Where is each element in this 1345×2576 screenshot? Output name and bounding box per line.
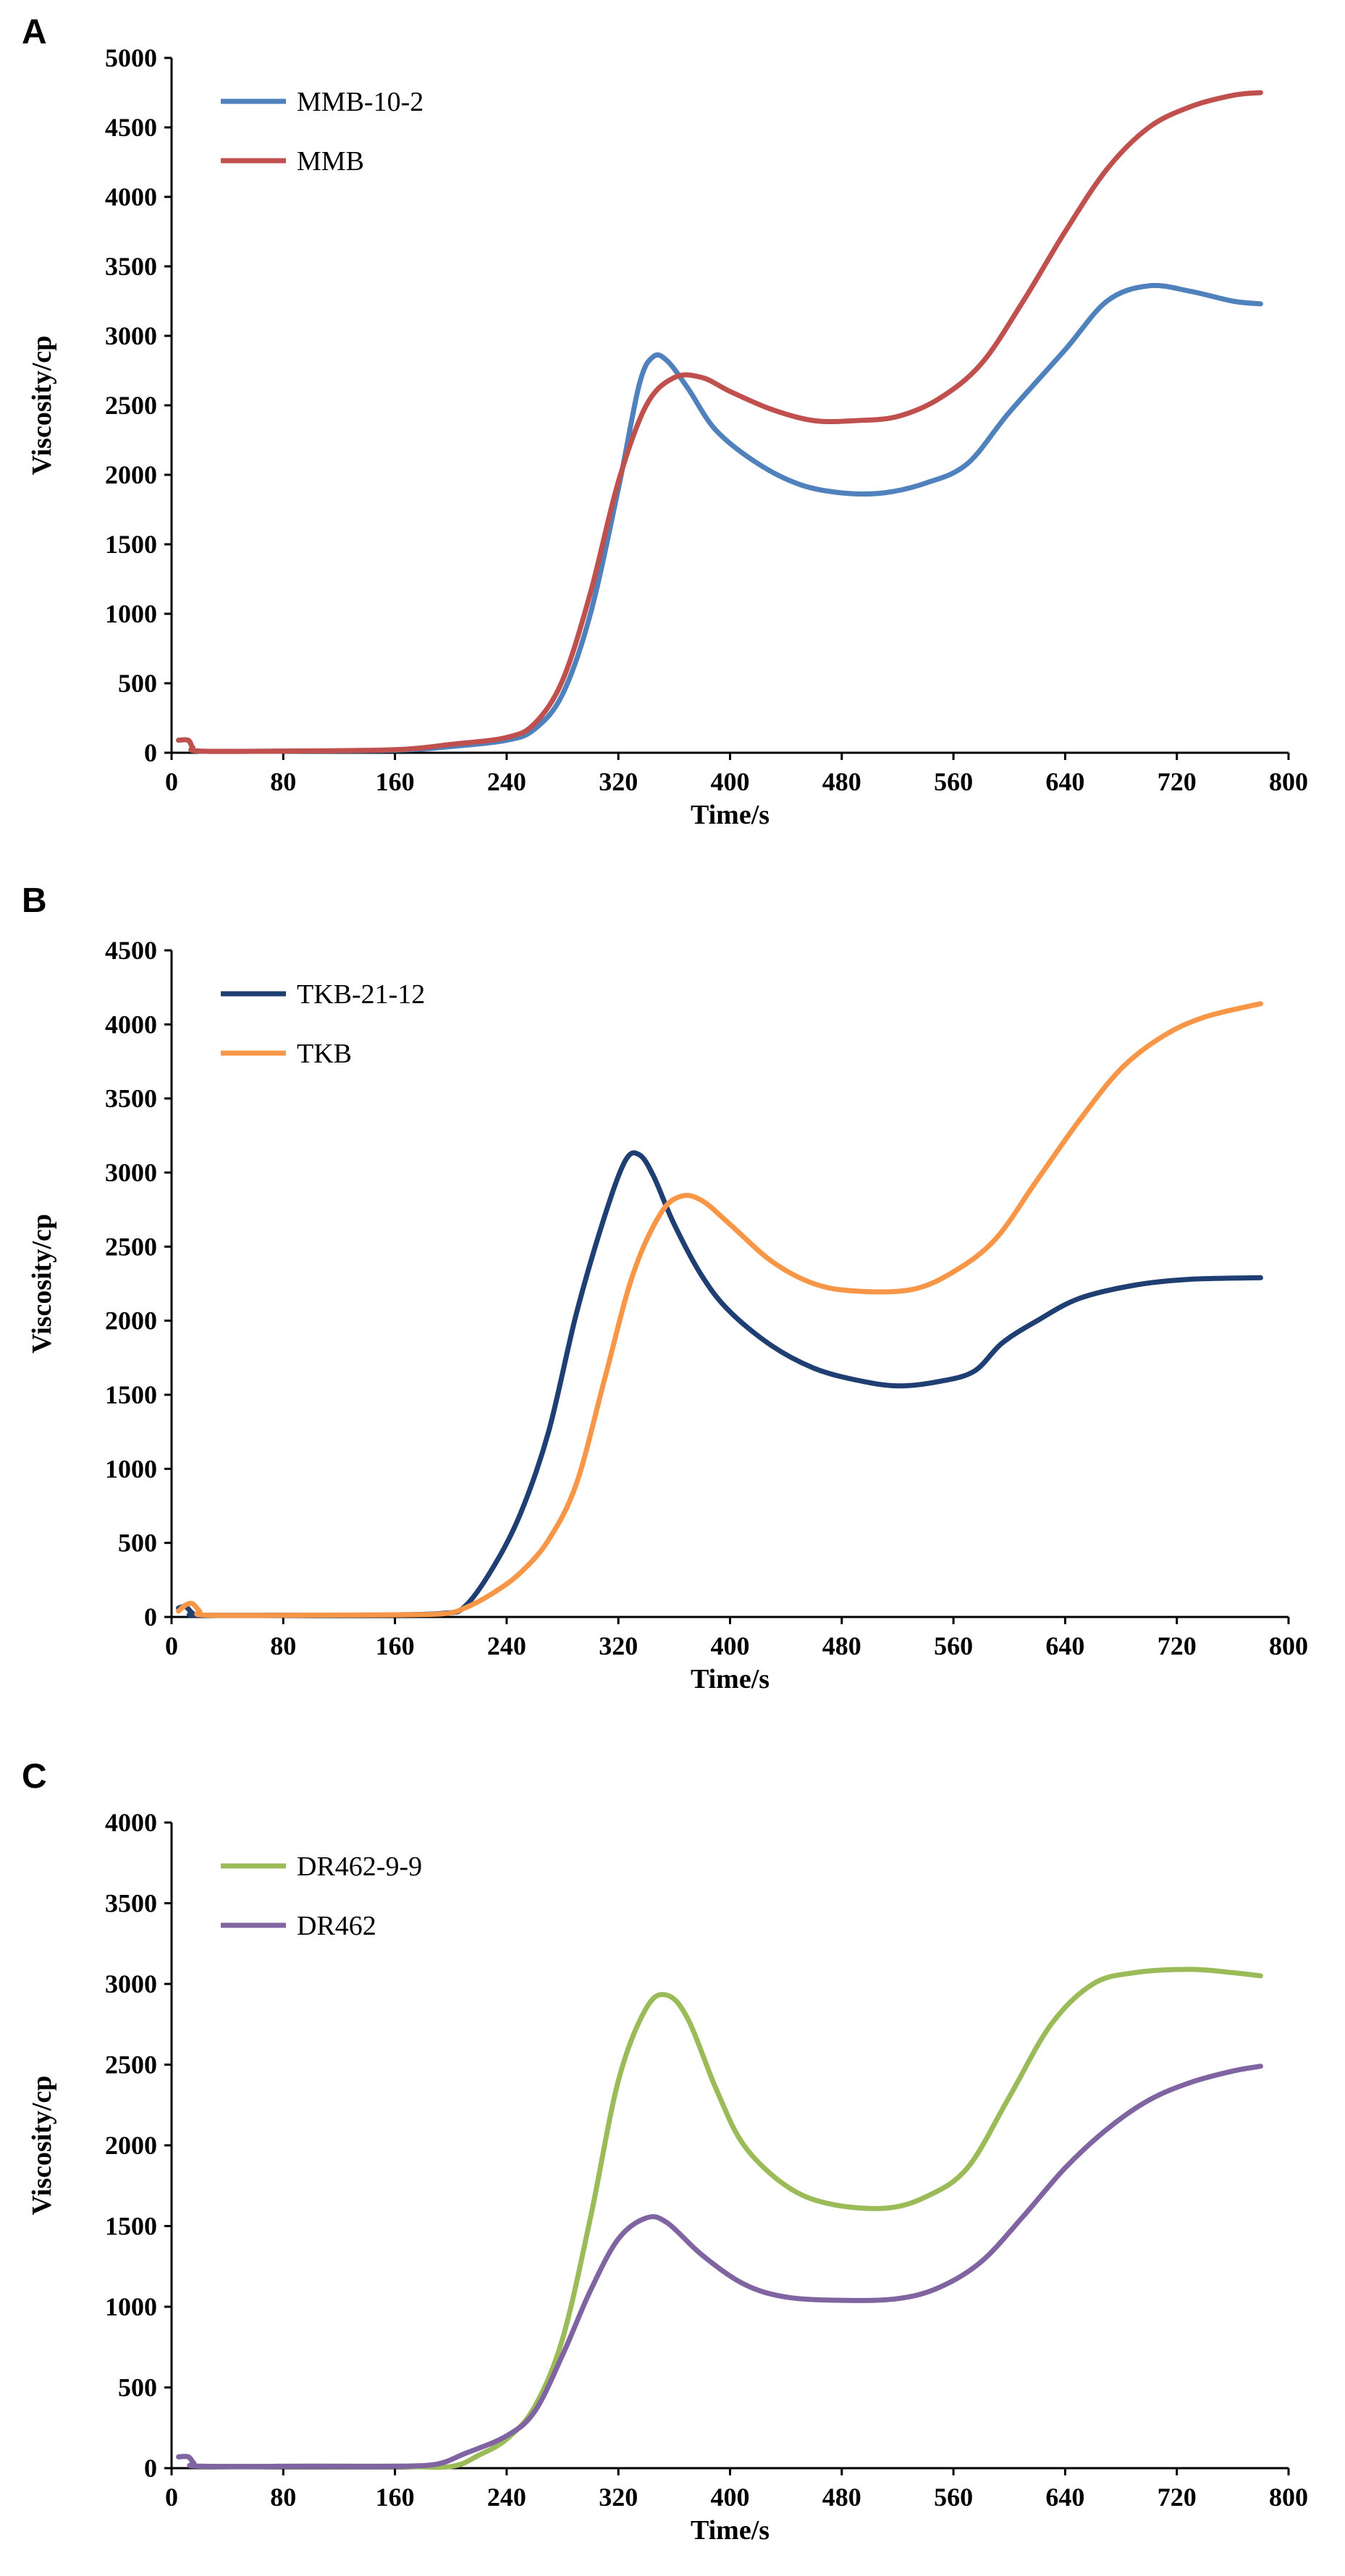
y-tick-label: 1000 (105, 1454, 157, 1483)
y-tick-label: 500 (118, 2373, 157, 2402)
y-tick-label: 500 (118, 1529, 157, 1558)
y-axis-title: Viscosity/cp (27, 336, 57, 476)
x-tick-label: 640 (1045, 1631, 1084, 1660)
y-tick-label: 1000 (105, 2292, 157, 2321)
series-line-2 (176, 90, 1263, 754)
y-tick-label: 4500 (105, 113, 157, 142)
y-tick-label: 0 (144, 2454, 157, 2483)
y-tick-label: 2000 (105, 1306, 157, 1335)
x-tick-label: 0 (165, 767, 178, 796)
y-axis-title: Viscosity/cp (27, 1214, 57, 1354)
y-tick-label: 2000 (105, 460, 157, 489)
y-tick-label: 4000 (105, 182, 157, 211)
legend-entry: MMB-10-2 (297, 87, 423, 117)
x-axis-title: Time/s (691, 800, 770, 830)
chart-panel-a: A050010001500200025003000350040004500500… (22, 13, 1308, 830)
chart-panel-c: C 0 500 1000 1500 2000 2500 3000 3500 4000 0 80 160 2… (22, 1757, 1308, 2546)
panel-label: A (22, 13, 47, 51)
x-tick-label: 560 (934, 1631, 973, 1660)
y-tick-label: 500 (118, 669, 157, 698)
x-tick-label: 640 (1045, 767, 1084, 796)
x-axis-title: Time/s (691, 2515, 770, 2546)
series-line-2 (176, 2064, 1263, 2470)
chart-panel-b: B 0 500 1000 1500 2000 2500 3000 3500 4000 4500 0 80… (22, 882, 1308, 1694)
y-tick-label: 5000 (105, 43, 157, 72)
series-line-1 (176, 1967, 1263, 2470)
y-tick-label: 1500 (105, 530, 157, 559)
x-tick-label: 80 (270, 1631, 296, 1660)
y-tick-label: 3500 (105, 1084, 157, 1113)
y-tick-label: 2000 (105, 2131, 157, 2160)
x-tick-label: 0 (165, 1631, 178, 1660)
x-tick-label: 160 (376, 2483, 415, 2512)
y-tick-label: 2500 (105, 391, 157, 420)
x-tick-label: 80 (270, 2483, 296, 2512)
x-tick-label: 640 (1045, 2483, 1084, 2512)
x-tick-label: 800 (1269, 767, 1308, 796)
series-line-1 (176, 1150, 1263, 1618)
legend-entry: TKB-21-12 (297, 979, 425, 1010)
panel-label: C (22, 1757, 47, 1796)
y-tick-label: 1000 (105, 599, 157, 628)
y-tick-label: 4000 (105, 1010, 157, 1039)
y-tick-label: 4500 (105, 936, 157, 965)
x-tick-label: 560 (934, 2483, 973, 2512)
series-line-2 (176, 1001, 1263, 1618)
y-tick-label: 3000 (105, 1969, 157, 1998)
y-tick-label: 0 (144, 1602, 157, 1631)
x-tick-label: 240 (487, 767, 526, 796)
x-tick-label: 320 (599, 1631, 638, 1660)
x-tick-label: 320 (599, 2483, 638, 2512)
x-tick-label: 160 (376, 1631, 415, 1660)
x-tick-label: 320 (599, 767, 638, 796)
x-tick-label: 160 (376, 767, 415, 796)
y-tick-label: 3500 (105, 252, 157, 281)
x-tick-label: 400 (711, 1631, 750, 1660)
x-tick-label: 480 (822, 2483, 861, 2512)
y-tick-label: 0 (144, 738, 157, 767)
x-tick-label: 720 (1158, 2483, 1197, 2512)
x-tick-label: 480 (822, 767, 861, 796)
x-tick-label: 0 (165, 2483, 178, 2512)
panel-label: B (22, 882, 47, 920)
x-tick-label: 80 (270, 767, 296, 796)
y-axis-title: Viscosity/cp (27, 2076, 57, 2216)
x-tick-label: 240 (487, 2483, 526, 2512)
y-tick-label: 3000 (105, 321, 157, 350)
x-tick-label: 800 (1269, 1631, 1308, 1660)
y-tick-label: 2500 (105, 1232, 157, 1261)
y-tick-label: 3000 (105, 1158, 157, 1187)
legend-entry: DR462 (297, 1911, 376, 1941)
legend-entry: DR462-9-9 (297, 1851, 422, 1882)
legend-entry: TKB (297, 1039, 352, 1069)
x-tick-label: 480 (822, 1631, 861, 1660)
x-tick-label: 560 (934, 767, 973, 796)
y-tick-label: 3500 (105, 1889, 157, 1918)
x-axis-title: Time/s (691, 1664, 770, 1694)
x-tick-label: 720 (1158, 1631, 1197, 1660)
x-tick-label: 800 (1269, 2483, 1308, 2512)
y-tick-label: 2500 (105, 2051, 157, 2079)
x-tick-label: 400 (711, 767, 750, 796)
x-tick-label: 720 (1158, 767, 1197, 796)
y-tick-label: 1500 (105, 2212, 157, 2241)
legend-entry: MMB (297, 146, 364, 177)
y-tick-label: 1500 (105, 1380, 157, 1409)
x-tick-label: 240 (487, 1631, 526, 1660)
x-tick-label: 400 (711, 2483, 750, 2512)
y-tick-label: 4000 (105, 1808, 157, 1837)
series-line-1 (176, 282, 1263, 754)
